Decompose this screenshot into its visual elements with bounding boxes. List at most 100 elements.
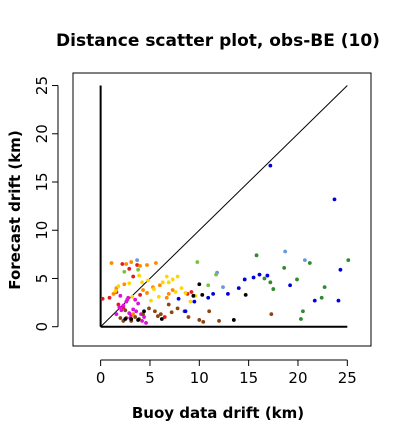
data-point-orange [122,282,127,287]
data-point-red [116,302,121,307]
data-point-black [136,318,141,322]
data-point-black [243,292,248,297]
data-point-gold [127,281,132,286]
data-point-black [123,317,128,321]
y-tick-label: 0 [33,322,51,332]
data-point-gold [166,280,171,285]
data-point-green [271,287,276,291]
data-point-blue [242,277,247,282]
data-point-blue [176,296,181,301]
data-point-blue [332,197,337,202]
data-point-green [301,309,305,314]
data-point-brown [155,314,160,318]
data-point-blue [312,298,317,303]
data-point-magenta [131,307,136,312]
y-axis-label: Forecast drift (km) [6,130,24,289]
data-point-magenta [121,303,126,308]
data-point-magenta [127,311,132,316]
data-point-orange [109,261,114,265]
data-point-green [346,258,351,263]
data-point-magenta [134,309,139,314]
data-point-red [127,266,132,271]
data-point-blue [226,292,230,296]
data-point-orange [157,283,162,288]
data-point-lightblue [221,285,225,290]
x-tick-label: 15 [239,369,258,387]
y-tick-label: 25 [33,76,51,95]
data-point-brown [201,319,206,324]
data-point-magenta [118,293,123,298]
data-point-green [319,295,324,300]
data-point-brown [166,302,171,307]
data-point-green [295,277,299,282]
data-point-gold [146,278,150,283]
data-points [100,163,351,325]
data-point-lime [136,267,141,272]
data-point-brown [269,312,274,317]
data-point-gold [173,290,178,294]
data-point-brown [158,312,163,317]
data-point-blue [251,275,256,280]
data-point-brown [186,315,191,319]
data-point-orange [145,291,149,295]
data-point-gold [152,287,156,291]
data-point-magenta [125,297,130,302]
data-point-magenta [144,320,148,325]
data-point-gold [160,280,165,285]
data-point-black [197,282,202,287]
x-axis: 0 5 10 15 20 25 [96,359,357,387]
data-point-blue [288,283,292,288]
plot-frame [72,72,372,347]
data-point-gold [175,274,180,279]
x-tick-label: 10 [190,369,209,387]
data-point-red [189,290,194,294]
data-point-orange [124,262,129,266]
data-point-green [282,265,287,270]
data-point-gold [188,299,193,304]
data-point-blue [336,298,341,303]
y-tick-label: 15 [33,172,51,191]
data-point-green [299,317,303,321]
data-point-magenta [142,315,146,319]
data-point-gold [179,286,184,291]
data-point-blue [265,273,270,278]
data-point-magenta [119,308,124,313]
data-point-green [307,261,312,265]
data-point-blue [206,295,211,300]
data-point-orange [131,312,136,317]
data-point-orange [153,261,158,265]
data-point-gold [116,284,121,289]
data-point-lime [214,272,218,277]
reference-lines [99,85,348,328]
data-point-gold [156,294,161,299]
data-point-brown [175,306,180,311]
data-point-red [107,295,112,300]
y-tick-label: 10 [33,221,51,240]
data-point-green [254,253,259,258]
data-point-red [162,315,167,319]
data-point-black [142,309,146,314]
data-point-gold [170,277,175,282]
data-point-brown [217,319,221,323]
diagonal [100,85,348,328]
data-point-orange [141,288,145,292]
data-point-gold [140,280,144,285]
data-point-black [200,292,205,297]
data-point-lime [122,269,127,274]
data-point-red [131,274,136,279]
data-point-lime [195,260,200,264]
data-point-orange [145,263,149,267]
data-point-gold [164,274,169,279]
y-tick-label: 5 [33,274,51,284]
data-point-lightblue [302,258,307,263]
x-tick-label: 0 [96,369,106,387]
data-point-blue [338,267,343,272]
data-point-blue [236,286,241,291]
data-point-red [120,262,125,266]
data-point-brown [153,309,157,314]
data-point-orange [166,292,171,296]
data-point-blue [257,272,262,277]
data-point-magenta [133,297,138,302]
data-point-blue [183,309,188,314]
